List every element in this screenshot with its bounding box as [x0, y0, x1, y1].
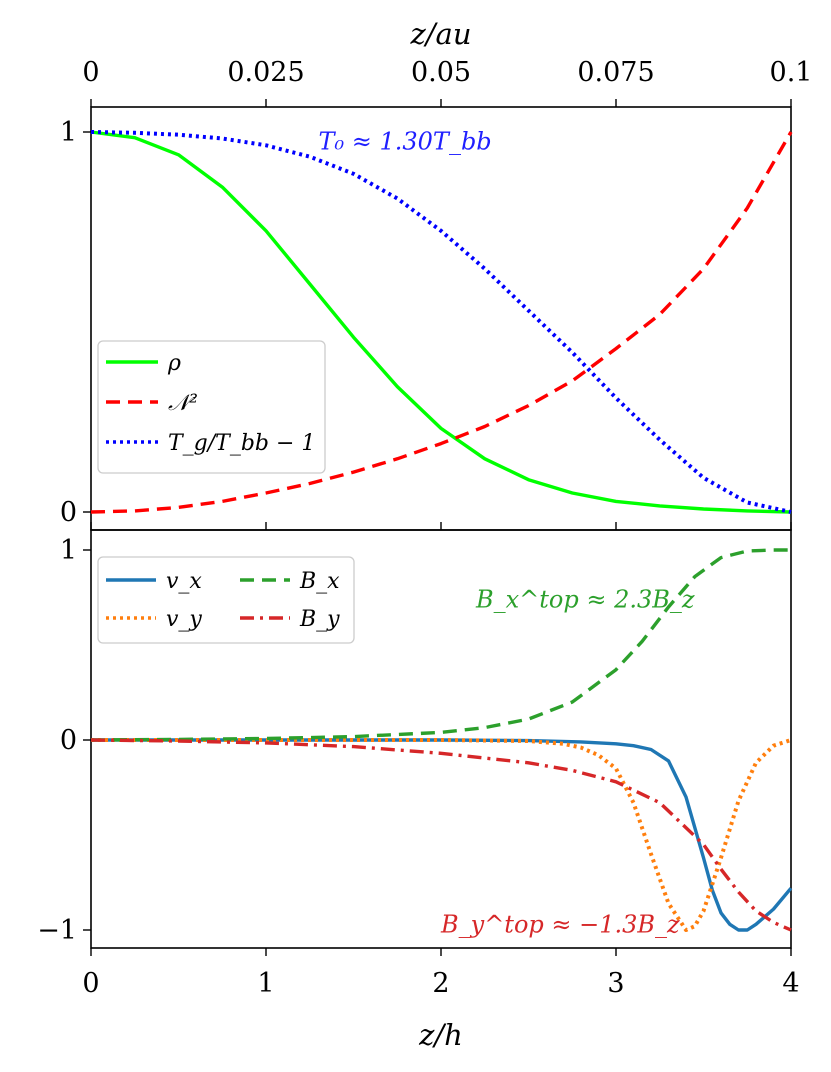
x-tick-label: 4	[782, 968, 799, 999]
legend-top-label-Tg: T_g/T_bb − 1	[168, 431, 315, 456]
x-tick-label: 3	[607, 968, 624, 999]
top-panel: 01 T₀ ≈ 1.30T_bb0 0.025 0.05 0.075 0.1ρ𝒩²T_g/…	[60, 57, 813, 531]
legend-bottom-label-vy: v_y	[166, 607, 202, 632]
annotation-bottom-0: B_x^top ≈ 2.3B_z	[475, 585, 695, 613]
legend-bottom-label-Bx: B_x	[299, 569, 340, 594]
annotation-top-0: T₀ ≈ 1.30T_bb	[319, 128, 492, 156]
series-line-vy	[91, 738, 792, 932]
secondary-x-tick-label: 0	[82, 57, 99, 88]
series-line-Bx	[90, 548, 791, 742]
secondary-x-tick-label: 0.075	[577, 57, 654, 88]
series-line-Tg	[90, 130, 792, 514]
legend-bottom: v_x v_y B_x B_y	[97, 556, 355, 644]
y-tick-label-bottom: −1	[37, 915, 77, 946]
x-tick-label: 2	[432, 968, 449, 999]
x-tick-label: 0	[82, 968, 99, 999]
series-line-ρ	[90, 130, 792, 514]
series-line-vx	[91, 738, 793, 932]
legend-bottom-label-vx: v_x	[166, 569, 202, 594]
annotation-bottom-1: B_y^top ≈ −1.3B_z	[440, 910, 680, 938]
y-tick-label-top: 0	[60, 497, 77, 528]
legend-top-label-N2: 𝒩²	[168, 391, 198, 416]
series-line-By	[90, 738, 792, 932]
legend-top-box	[97, 340, 326, 474]
x-tick-label: 1	[257, 968, 274, 999]
y-tick-label-bottom: 0	[60, 725, 77, 756]
secondary-x-tick-label: 0.1	[770, 57, 813, 88]
legend-top: ρ 𝒩² T_g/T_bb − 1	[97, 340, 326, 474]
secondary-x-axis-title: z/au	[409, 17, 471, 51]
secondary-x-tick-label: 0.05	[411, 57, 471, 88]
series-line-N2	[90, 131, 793, 514]
y-tick-label-bottom: 1	[60, 535, 77, 566]
secondary-x-tick-label: 0.025	[227, 57, 304, 88]
legend-top-label-ρ: ρ	[167, 351, 181, 376]
x-axis-title: z/h	[418, 1018, 463, 1052]
legend-bottom-label-By: B_y	[299, 607, 340, 632]
y-tick-label-top: 1	[60, 117, 77, 148]
